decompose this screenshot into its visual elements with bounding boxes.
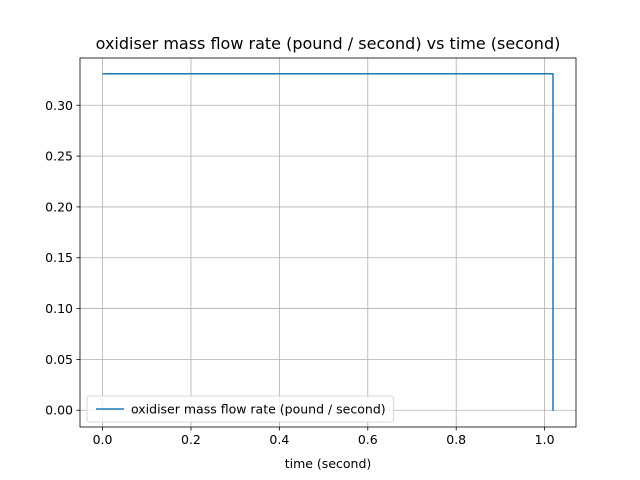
grid-lines [80,58,576,427]
x-tick-label: 0.0 [93,432,113,447]
y-tick-label: 0.15 [45,250,73,265]
chart-title: oxidiser mass flow rate (pound / second)… [96,34,561,53]
x-tick-label: 1.0 [535,432,555,447]
y-tick-label: 0.05 [45,352,73,367]
y-tick-label: 0.20 [45,199,73,214]
y-tick-label: 0.25 [45,149,73,164]
plot-frame [79,57,577,428]
x-axis-ticks: 0.0 0.2 0.4 0.6 0.8 1.0 [93,427,555,447]
y-axis-ticks: 0.00 0.05 0.10 0.15 0.20 0.25 0.30 [45,98,80,418]
x-tick-label: 0.8 [446,432,466,447]
series-layer [102,73,554,411]
x-tick-label: 0.2 [181,432,201,447]
y-tick-label: 0.30 [45,98,73,113]
y-tick-label: 0.00 [45,403,73,418]
x-tick-label: 0.6 [358,432,378,447]
axes [79,57,577,428]
x-axis-label: time (second) [285,456,372,471]
legend-box [86,395,395,423]
x-tick-label: 0.4 [269,432,289,447]
legend-label: oxidiser mass flow rate (pound / second) [131,402,386,417]
y-tick-label: 0.10 [45,301,73,316]
series-line [102,73,554,411]
legend: oxidiser mass flow rate (pound / second) [86,395,395,423]
